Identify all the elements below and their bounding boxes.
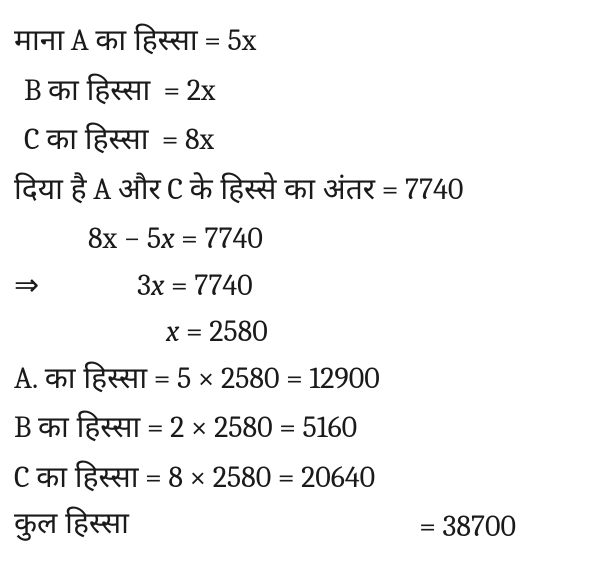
symbol-c: C xyxy=(14,460,30,495)
equals: = xyxy=(279,410,296,445)
text: का हिस्सा xyxy=(38,411,140,450)
equals: = xyxy=(278,460,295,495)
equals: = xyxy=(204,23,221,58)
rhs: 5x xyxy=(228,23,257,58)
var-x: x xyxy=(151,268,164,303)
text: दिया है xyxy=(14,173,87,212)
rhs: 2x xyxy=(187,73,216,108)
rhs: 7740 xyxy=(204,221,262,256)
equals: = xyxy=(186,314,203,349)
line-9-result-b: B का हिस्सा = 2 × 2580 = 5160 xyxy=(14,405,600,455)
equals: = xyxy=(162,122,179,157)
line-6-equation: ⇒ 3x = 7740 xyxy=(14,263,600,310)
equals: = xyxy=(145,460,162,495)
expression: 2 × 2580 xyxy=(170,410,272,445)
symbol-b: B xyxy=(14,410,31,445)
line-10-result-c: C का हिस्सा = 8 × 2580 = 20640 xyxy=(14,455,600,505)
equals: = xyxy=(164,73,181,108)
text: का हिस्सा xyxy=(48,74,150,113)
rhs: 7740 xyxy=(194,268,252,303)
implies-arrow-icon: ⇒ xyxy=(14,263,39,310)
line-8-result-a: A. का हिस्सा = 5 × 2580 = 12900 xyxy=(14,356,600,406)
line-3: C का हिस्सा = 8x xyxy=(24,117,600,167)
rhs: 2580 xyxy=(209,314,267,349)
var-x: x xyxy=(161,221,174,256)
text: का हिस्सा xyxy=(45,362,147,401)
symbol-a: A xyxy=(71,23,89,58)
text: का हिस्सा xyxy=(46,123,148,162)
total-label: कुल हिस्सा xyxy=(14,504,129,551)
line-2: B का हिस्सा = 2x xyxy=(24,68,600,118)
text: का हिस्सा xyxy=(36,461,138,500)
rhs: 5160 xyxy=(302,410,357,445)
text: माना xyxy=(14,24,64,63)
line-5-equation: 8x − 5x = 7740 xyxy=(88,216,600,263)
expression: 8 × 2580 xyxy=(168,460,271,495)
equals: = xyxy=(382,172,399,207)
term: 8x xyxy=(88,221,117,256)
text: का हिस्सा xyxy=(95,24,197,63)
minus: − xyxy=(124,221,141,256)
coeff: 3 xyxy=(137,268,151,303)
line-7-equation: x = 2580 xyxy=(166,309,600,356)
symbol-a: A. xyxy=(14,361,38,396)
text: के हिस्से का अंतर xyxy=(190,173,376,212)
symbol-a: A xyxy=(93,172,111,207)
symbol-c: C xyxy=(167,172,183,207)
rhs: 8x xyxy=(185,122,214,157)
rhs: 7740 xyxy=(405,172,463,207)
rhs: 12900 xyxy=(309,361,379,396)
line-1: माना A का हिस्सा = 5x xyxy=(14,18,600,68)
equals: = xyxy=(419,509,436,544)
line-11-total: कुल हिस्सा = 38700 xyxy=(14,504,600,551)
rhs: 20640 xyxy=(301,460,375,495)
equals: = xyxy=(171,268,188,303)
equals: = xyxy=(154,361,171,396)
var-x: x xyxy=(166,314,179,349)
symbol-c: C xyxy=(24,122,40,157)
equals: = xyxy=(181,221,198,256)
equals: = xyxy=(147,410,164,445)
symbol-b: B xyxy=(24,73,41,108)
expression: 5 × 2580 xyxy=(177,361,280,396)
coeff: 5 xyxy=(147,221,161,256)
text: और xyxy=(118,173,161,212)
total-value: 38700 xyxy=(443,509,517,544)
line-4: दिया है A और C के हिस्से का अंतर = 7740 xyxy=(14,167,600,217)
equals: = xyxy=(286,361,303,396)
